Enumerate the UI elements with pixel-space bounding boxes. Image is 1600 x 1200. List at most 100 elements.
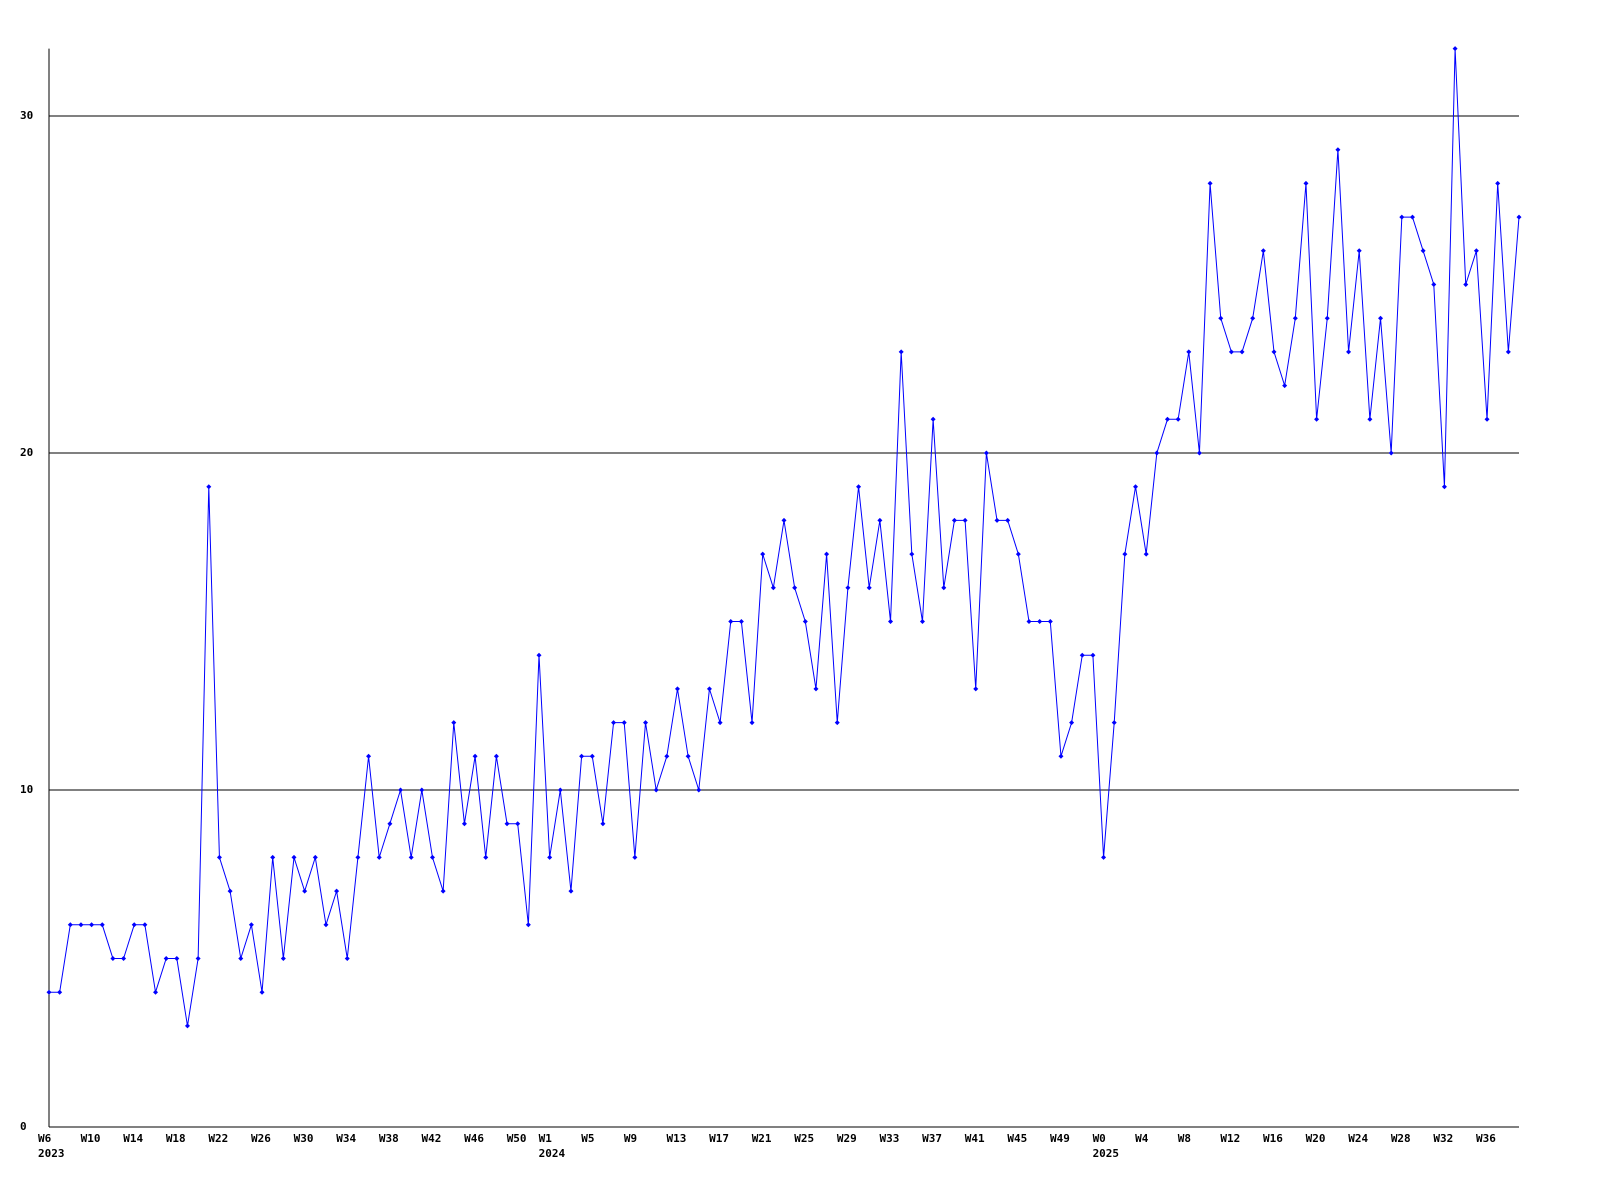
- data-point: [792, 585, 798, 591]
- data-point: [376, 854, 382, 860]
- data-point: [909, 551, 915, 557]
- data-point: [1378, 315, 1384, 321]
- data-point: [1101, 854, 1107, 860]
- data-point: [174, 956, 180, 961]
- data-point: [547, 854, 553, 860]
- x-tick-label: W46: [464, 1132, 484, 1145]
- data-point: [1037, 619, 1043, 624]
- x-tick-label: W38: [379, 1132, 399, 1145]
- data-point: [536, 652, 542, 658]
- x-tick-label: W9: [624, 1132, 637, 1145]
- data-point: [611, 720, 617, 726]
- data-point: [760, 551, 766, 557]
- data-point: [664, 753, 670, 759]
- data-point: [57, 989, 63, 995]
- x-tick-label: W32: [1433, 1132, 1453, 1145]
- x-tick-label: W16: [1263, 1132, 1283, 1145]
- data-point: [813, 686, 819, 692]
- data-point: [1409, 214, 1415, 220]
- x-tick-label: W41: [965, 1132, 985, 1145]
- x-tick-label: W26: [251, 1132, 271, 1145]
- data-point: [1292, 315, 1298, 321]
- data-point: [493, 753, 499, 759]
- data-point: [824, 551, 830, 557]
- data-point: [1122, 551, 1128, 557]
- data-point: [323, 922, 329, 928]
- data-point: [1367, 416, 1373, 422]
- data-point: [515, 821, 521, 827]
- data-point: [1090, 652, 1096, 658]
- data-point: [504, 821, 510, 827]
- x-tick-label: W36: [1476, 1132, 1496, 1145]
- data-point: [238, 956, 244, 961]
- data-point: [1346, 349, 1352, 355]
- data-point: [674, 686, 680, 692]
- data-point: [184, 1023, 190, 1029]
- data-point: [888, 619, 894, 624]
- data-point: [153, 989, 159, 995]
- data-point: [67, 922, 73, 928]
- data-point: [951, 517, 957, 523]
- data-point: [1069, 720, 1075, 726]
- data-point: [302, 888, 308, 894]
- data-point: [206, 484, 212, 490]
- data-point: [728, 619, 734, 624]
- data-point: [845, 585, 851, 591]
- data-point: [1271, 349, 1277, 355]
- data-point: [696, 787, 702, 793]
- x-tick-label: W4: [1135, 1132, 1149, 1145]
- x-tick-label: W21: [752, 1132, 772, 1145]
- data-point: [334, 888, 340, 894]
- data-point: [589, 753, 595, 759]
- data-point: [983, 450, 989, 456]
- data-point: [834, 720, 840, 726]
- x-tick-label: W1: [539, 1132, 553, 1145]
- data-point: [1239, 349, 1245, 355]
- data-point: [121, 956, 127, 961]
- data-point: [216, 854, 222, 860]
- data-point: [1026, 619, 1032, 624]
- x-tick-label: W34: [336, 1132, 356, 1145]
- data-point: [557, 787, 563, 793]
- data-point: [1463, 282, 1469, 287]
- data-point: [1420, 248, 1426, 254]
- x-tick-label: W45: [1007, 1132, 1027, 1145]
- data-point: [291, 854, 297, 860]
- data-point: [1058, 753, 1064, 759]
- year-label: 2025: [1093, 1147, 1120, 1160]
- data-point: [1228, 349, 1234, 355]
- data-point: [877, 517, 883, 523]
- data-point: [738, 619, 744, 624]
- data-point: [973, 686, 979, 692]
- data-point: [781, 517, 787, 523]
- data-point: [419, 787, 425, 793]
- x-tick-label: W50: [507, 1132, 527, 1145]
- data-point: [1452, 46, 1458, 52]
- x-tick-label: W24: [1348, 1132, 1368, 1145]
- data-point: [1164, 416, 1170, 422]
- data-point: [1356, 248, 1362, 254]
- data-point: [706, 686, 712, 692]
- x-tick-label: W22: [208, 1132, 228, 1145]
- data-point: [579, 753, 585, 759]
- data-point: [429, 854, 435, 860]
- data-point: [1111, 720, 1117, 726]
- data-point: [1079, 652, 1085, 658]
- data-point: [259, 989, 265, 995]
- data-point: [1314, 416, 1320, 422]
- data-point: [344, 956, 350, 961]
- data-point: [1484, 416, 1490, 422]
- x-tick-label: W33: [880, 1132, 900, 1145]
- y-tick-label: 0: [20, 1120, 27, 1133]
- x-tick-label: W5: [581, 1132, 594, 1145]
- x-tick-label: W20: [1306, 1132, 1326, 1145]
- data-point: [440, 888, 446, 894]
- data-point: [1505, 349, 1511, 355]
- data-point: [770, 585, 776, 591]
- data-point: [866, 585, 872, 591]
- data-point: [1324, 315, 1330, 321]
- y-tick-label: 30: [20, 109, 33, 122]
- data-point: [1495, 180, 1501, 186]
